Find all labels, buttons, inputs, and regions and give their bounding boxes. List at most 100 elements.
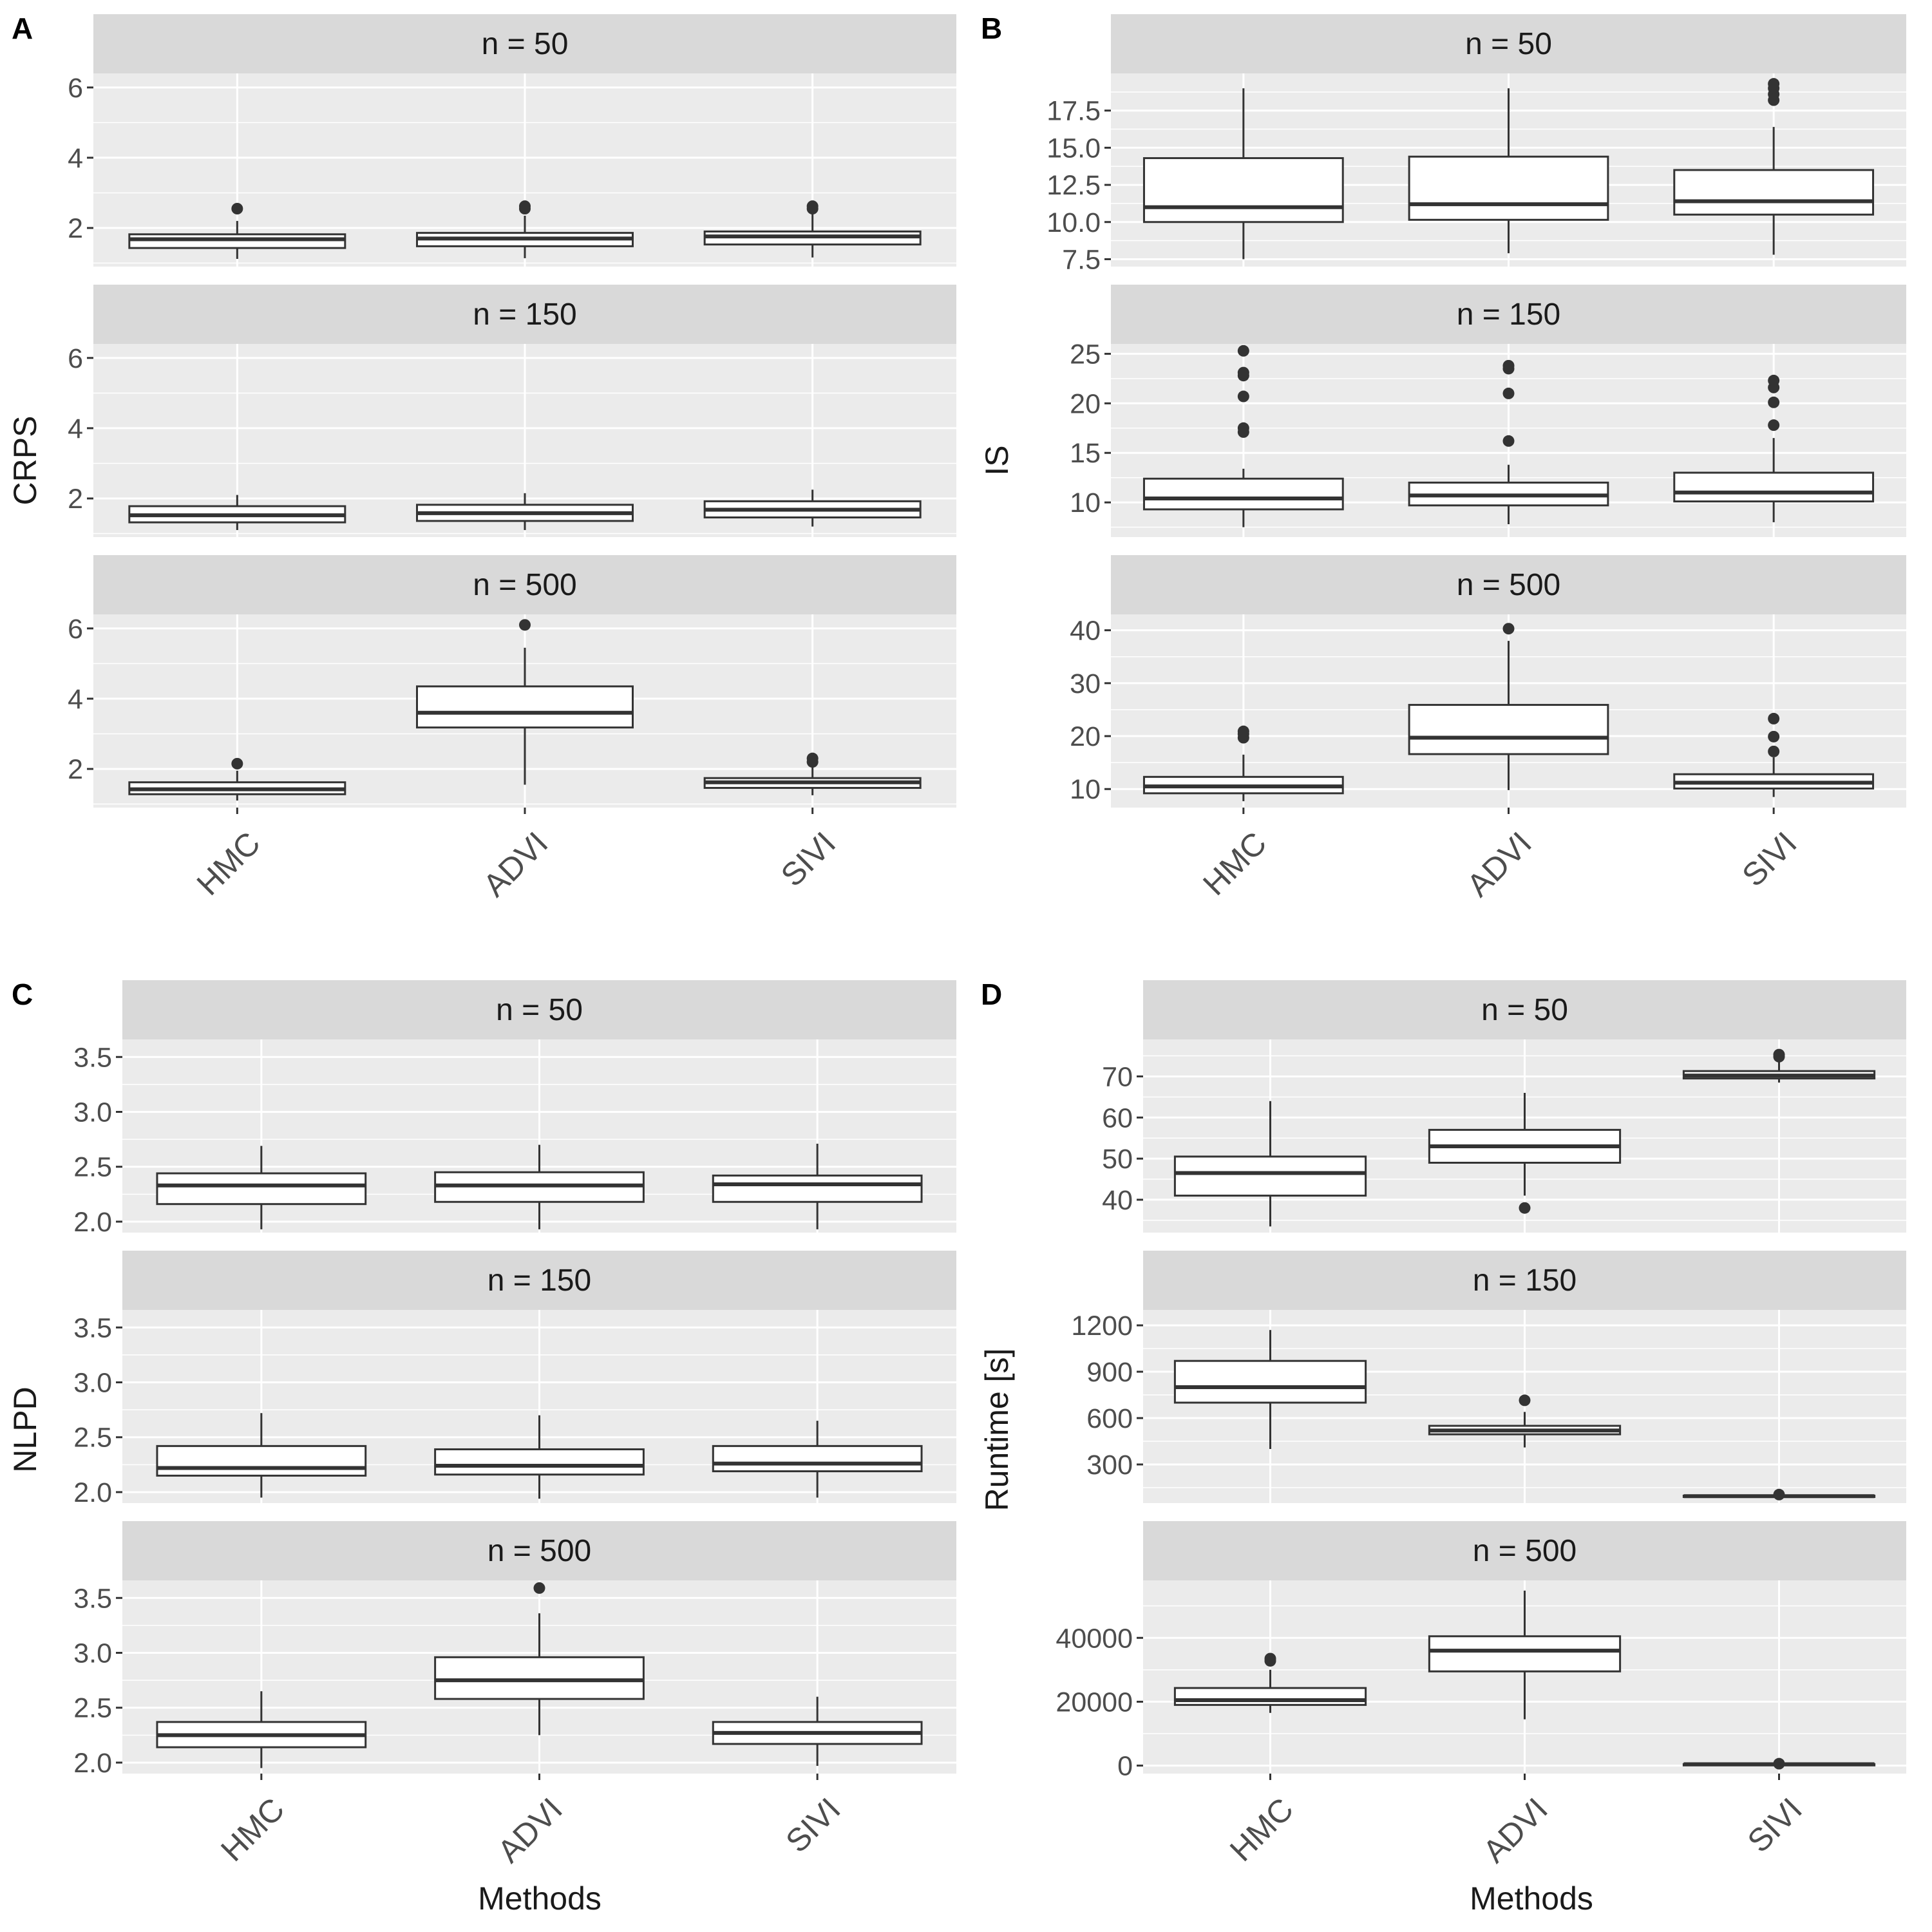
outlier-point — [533, 1582, 545, 1594]
box-iqr — [156, 1444, 367, 1477]
facet-strip — [93, 555, 956, 614]
facet-strip — [122, 980, 956, 1039]
outlier-point — [1773, 1488, 1785, 1501]
facet-A-n500: n = 500 2 4 6 HMC ADVI SIVI — [68, 555, 956, 904]
facet-D-n500: n = 500 0 20000 40000 HMC ADVI SIVI — [1056, 1521, 1906, 1870]
outlier-point — [806, 752, 819, 764]
box-iqr — [1173, 1687, 1367, 1706]
x-tick-label-HMC: HMC — [214, 1791, 291, 1868]
panel-letter-C: C — [12, 978, 33, 1011]
panel-C-nlpd: C NLPD Methods n = 502.02.53.03.5n = 150… — [7, 978, 956, 1917]
ylabel-is: IS — [979, 445, 1015, 475]
box-iqr — [1408, 155, 1609, 221]
box-HMC — [128, 495, 346, 531]
box-HMC — [1142, 725, 1344, 802]
outlier-point — [1768, 730, 1780, 743]
box-SIVI — [1682, 1488, 1876, 1501]
box-HMC — [128, 757, 346, 801]
ylabel-crps: CRPS — [7, 416, 43, 506]
box-HMC — [156, 1146, 367, 1229]
x-tick-label-HMC: HMC — [1223, 1791, 1300, 1868]
outlier-point — [1768, 712, 1780, 724]
outlier-point — [1768, 374, 1780, 386]
facet-strip — [93, 285, 956, 344]
outlier-point — [1768, 396, 1780, 408]
y-tick-label: 10 — [1070, 774, 1101, 805]
facet-strip — [1111, 555, 1906, 614]
box-iqr — [434, 1656, 645, 1700]
y-tick-label: 2.5 — [73, 1693, 112, 1724]
facet-strip-label: n = 500 — [488, 1534, 591, 1568]
y-tick-label: 12.5 — [1046, 170, 1101, 201]
y-tick-label: 7.5 — [1062, 244, 1101, 275]
y-tick-label: 4 — [68, 684, 83, 715]
y-tick-label: 3.5 — [73, 1042, 112, 1073]
facet-strip-label: n = 500 — [473, 568, 576, 602]
y-tick-label: 3.5 — [73, 1583, 112, 1614]
outlier-point — [1768, 419, 1780, 431]
outlier-point — [1502, 435, 1515, 447]
facet-strip-label: n = 50 — [482, 27, 569, 61]
y-tick-label: 2.5 — [73, 1152, 112, 1183]
box-HMC — [156, 1413, 367, 1498]
box-iqr — [1173, 1155, 1367, 1197]
box-iqr — [1408, 704, 1609, 755]
facet-strip — [122, 1251, 956, 1310]
y-tick-label: 6 — [68, 614, 83, 645]
box-ADVI — [434, 1144, 645, 1229]
facet-strip — [1111, 14, 1906, 73]
y-tick-label: 2.0 — [73, 1748, 112, 1779]
y-tick-label: 4 — [68, 413, 83, 444]
facet-strip-label: n = 150 — [1457, 298, 1560, 332]
box-HMC — [128, 203, 346, 259]
facet-strip-label: n = 150 — [473, 298, 576, 332]
y-tick-label: 20000 — [1056, 1687, 1133, 1718]
panel-A-crps: A CRPS n = 50 2 4 6 n = 150 2 4 6 n = 500 2 4 6 HMC A… — [7, 12, 956, 904]
outlier-point — [1768, 78, 1780, 90]
outlier-point — [519, 619, 531, 631]
y-tick-label: 10.0 — [1046, 207, 1101, 238]
x-tick-label-SIVI: SIVI — [1735, 825, 1803, 893]
facet-strip — [122, 1521, 956, 1580]
facet-strip-label: n = 500 — [1457, 568, 1560, 602]
box-SIVI — [712, 1143, 923, 1229]
box-iqr — [416, 685, 634, 729]
outlier-point — [1768, 745, 1780, 757]
box-HMC — [1142, 88, 1344, 260]
outlier-point — [1237, 422, 1249, 434]
box-iqr — [1142, 477, 1344, 511]
box-SIVI — [712, 1421, 923, 1498]
box-ADVI — [416, 200, 634, 258]
facet-strip-label: n = 500 — [1473, 1534, 1577, 1568]
box-SIVI — [1682, 1048, 1876, 1083]
box-iqr — [434, 1448, 645, 1476]
facet-strip-label: n = 50 — [1481, 993, 1568, 1027]
y-tick-label: 3.0 — [73, 1368, 112, 1399]
y-tick-label: 600 — [1086, 1403, 1133, 1434]
y-tick-label: 3.0 — [73, 1097, 112, 1128]
facet-strip-label: n = 50 — [1465, 27, 1552, 61]
outlier-point — [1773, 1048, 1785, 1061]
panel-letter-B: B — [981, 12, 1002, 45]
y-tick-label: 70 — [1102, 1061, 1133, 1092]
y-tick-label: 6 — [68, 343, 83, 374]
y-tick-label: 900 — [1086, 1357, 1133, 1388]
x-tick-label-ADVI: ADVI — [1476, 1791, 1555, 1870]
box-iqr — [1428, 1635, 1622, 1672]
facet-D-n50: n = 50 40 50 60 70 — [1102, 980, 1906, 1233]
box-iqr — [712, 1444, 923, 1473]
x-tick-label-SIVI: SIVI — [774, 825, 842, 893]
y-tick-label: 10 — [1070, 488, 1101, 518]
outlier-point — [1773, 1757, 1785, 1770]
facet-B-n150: n = 150 10 15 20 25 — [1070, 285, 1906, 537]
facet-strip — [93, 14, 956, 73]
y-tick-label: 2 — [68, 754, 83, 785]
y-tick-label: 0 — [1117, 1751, 1133, 1782]
box-ADVI — [416, 493, 634, 531]
outlier-point — [1237, 345, 1249, 357]
facet-strip — [1143, 1521, 1906, 1580]
y-tick-label: 6 — [68, 73, 83, 104]
box-iqr — [1673, 471, 1875, 503]
facet-strip-label: n = 50 — [496, 993, 583, 1027]
box-iqr — [156, 1172, 367, 1206]
